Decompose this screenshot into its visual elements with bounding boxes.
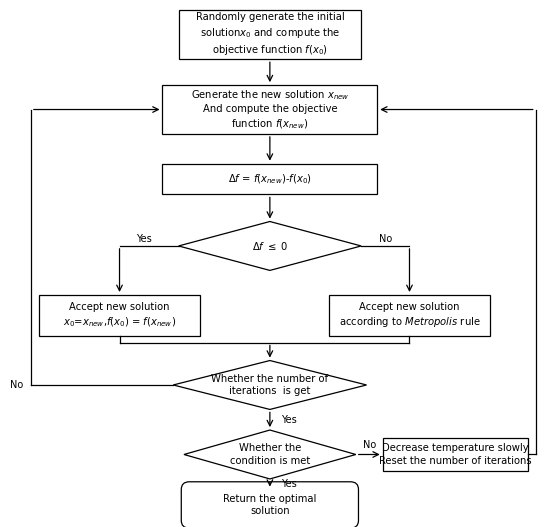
Polygon shape xyxy=(179,221,361,270)
Text: Yes: Yes xyxy=(280,479,296,489)
Text: Decrease temperature slowly
Reset the number of iterations: Decrease temperature slowly Reset the nu… xyxy=(379,443,531,466)
FancyBboxPatch shape xyxy=(329,295,490,336)
Text: Whether the
condition is met: Whether the condition is met xyxy=(230,443,310,466)
FancyBboxPatch shape xyxy=(182,482,359,527)
Polygon shape xyxy=(184,430,356,479)
Text: Whether the number of
iterations  is get: Whether the number of iterations is get xyxy=(211,374,328,396)
Text: Generate the new solution $x_{new}$
And compute the objective
function $f$($x_{n: Generate the new solution $x_{new}$ And … xyxy=(191,87,349,131)
Text: No: No xyxy=(362,440,376,450)
FancyBboxPatch shape xyxy=(39,295,200,336)
Text: $\Delta f$ $\leq$ 0: $\Delta f$ $\leq$ 0 xyxy=(251,240,288,252)
FancyBboxPatch shape xyxy=(162,85,377,134)
Text: No: No xyxy=(379,235,392,245)
FancyBboxPatch shape xyxy=(383,438,527,471)
FancyBboxPatch shape xyxy=(162,163,377,194)
Text: Accept new solution
according to $\it{Metropolis}$ rule: Accept new solution according to $\it{Me… xyxy=(339,302,480,329)
Text: Yes: Yes xyxy=(136,235,152,245)
Text: Yes: Yes xyxy=(280,415,296,425)
FancyBboxPatch shape xyxy=(179,11,361,60)
Text: Accept new solution
$x_0$=$x_{new}$,$f$($x_0$) = $f$($x_{new}$): Accept new solution $x_0$=$x_{new}$,$f$(… xyxy=(63,302,176,329)
Text: Return the optimal
solution: Return the optimal solution xyxy=(223,494,317,516)
Polygon shape xyxy=(173,360,366,409)
Text: $\Delta f$ = $f$($x_{new}$)-$f$($x_0$): $\Delta f$ = $f$($x_{new}$)-$f$($x_0$) xyxy=(228,172,312,186)
Text: No: No xyxy=(9,380,23,390)
Text: Randomly generate the initial
solution$x_0$ and compute the
objective function $: Randomly generate the initial solution$x… xyxy=(195,12,344,57)
